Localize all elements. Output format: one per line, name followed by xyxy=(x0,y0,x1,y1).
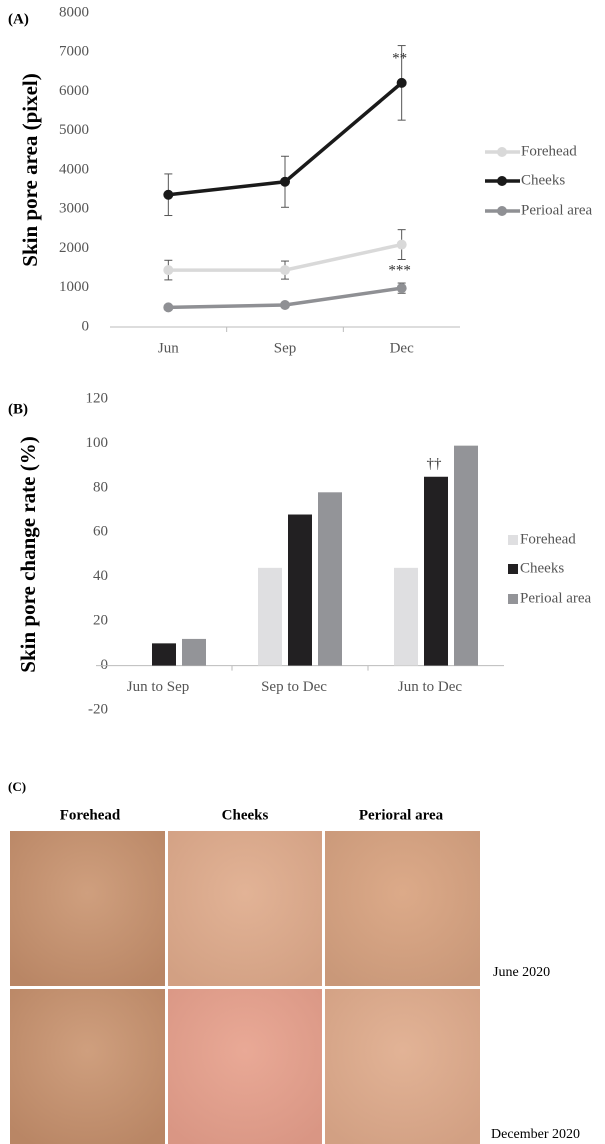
y-axis-label: Skin pore change rate (%) xyxy=(16,436,40,672)
y-tick-label: 5000 xyxy=(59,122,89,138)
x-tick-label: Jun to Sep xyxy=(127,679,190,695)
photo xyxy=(168,831,322,986)
bar xyxy=(182,638,206,666)
photo xyxy=(325,831,480,986)
y-tick-label: 100 xyxy=(86,435,109,451)
y-tick-label: 0 xyxy=(82,318,90,334)
annotation: ** xyxy=(392,50,407,66)
legend-swatch xyxy=(508,594,518,604)
y-tick-label: 2000 xyxy=(59,240,89,256)
y-tick-label: 20 xyxy=(93,613,108,629)
legend-swatch xyxy=(508,564,518,574)
photo xyxy=(10,831,165,986)
legend-swatch xyxy=(508,535,518,545)
bar xyxy=(394,567,418,666)
point xyxy=(280,265,290,276)
panel-label: (C) xyxy=(8,779,26,794)
bar xyxy=(454,445,478,666)
legend-marker xyxy=(497,147,507,157)
y-tick-label: 3000 xyxy=(59,201,89,217)
y-tick-label: 1000 xyxy=(59,279,89,295)
legend-label: Perioal area xyxy=(520,590,592,606)
legend-marker xyxy=(497,206,507,216)
photo xyxy=(168,989,322,1144)
y-tick-label: 40 xyxy=(93,568,108,584)
y-tick-label: 7000 xyxy=(59,44,89,60)
bar xyxy=(258,567,282,666)
bar xyxy=(318,492,342,666)
legend-label: Cheeks xyxy=(521,172,565,188)
point xyxy=(163,189,174,200)
legend-label: Perioal area xyxy=(521,202,593,218)
y-tick-label: 0 xyxy=(101,657,109,673)
point xyxy=(163,302,174,313)
x-tick-label: Sep xyxy=(274,340,297,356)
point xyxy=(280,176,290,187)
row-label: December 2020 xyxy=(491,1127,580,1142)
y-tick-label: 4000 xyxy=(59,161,89,177)
x-tick-label: Sep to Dec xyxy=(261,679,327,695)
y-tick-label: -20 xyxy=(88,701,108,717)
point xyxy=(163,265,174,276)
row-label: June 2020 xyxy=(493,965,550,980)
panel-label: (B) xyxy=(8,401,28,417)
x-tick-label: Dec xyxy=(390,340,414,356)
photo xyxy=(325,989,480,1144)
y-tick-label: 8000 xyxy=(59,4,89,20)
legend-label: Forehead xyxy=(521,143,577,159)
legend-label: Cheeks xyxy=(520,560,564,576)
y-axis-label: Skin pore area (pixel) xyxy=(18,73,42,266)
bar xyxy=(288,514,312,666)
bar xyxy=(424,476,448,666)
bar xyxy=(152,643,176,666)
y-tick-label: 80 xyxy=(93,479,108,495)
point xyxy=(280,300,290,311)
photo-grid xyxy=(10,831,480,1144)
column-header: Forehead xyxy=(60,807,121,823)
x-tick-label: Jun to Dec xyxy=(398,679,462,695)
point xyxy=(396,77,407,88)
legend-marker xyxy=(497,176,507,186)
y-tick-label: 6000 xyxy=(59,83,89,99)
column-header: Perioral area xyxy=(359,807,444,823)
point xyxy=(396,239,407,250)
point xyxy=(396,283,407,294)
annotation: †† xyxy=(427,456,443,472)
photo xyxy=(10,989,165,1144)
annotation: *** xyxy=(388,263,411,279)
panel-label: (A) xyxy=(8,11,29,27)
y-tick-label: 60 xyxy=(93,524,108,540)
column-header: Cheeks xyxy=(222,807,269,823)
x-tick-label: Jun xyxy=(158,340,179,356)
legend-label: Forehead xyxy=(520,531,576,547)
y-tick-label: 120 xyxy=(86,390,109,406)
